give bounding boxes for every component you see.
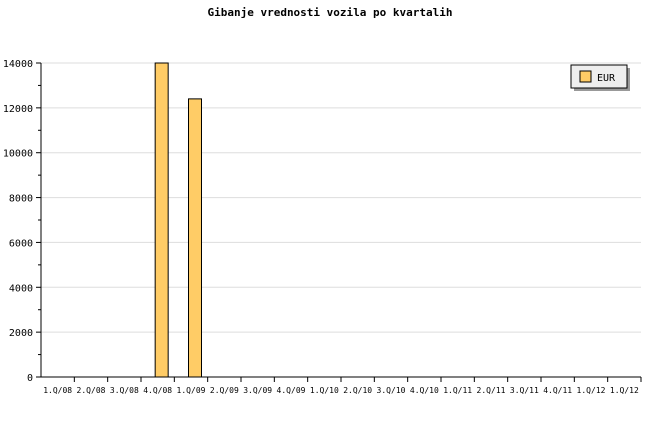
x-tick-label: 3.Q/11: [510, 386, 539, 395]
x-tick-label: 2.Q/09: [210, 386, 239, 395]
x-tick-label: 3.Q/10: [377, 386, 406, 395]
legend-swatch: [579, 70, 592, 83]
x-tick-label: 4.Q/11: [543, 386, 572, 395]
x-tick-label: 2.Q/08: [77, 386, 106, 395]
legend-label: EUR: [597, 73, 616, 84]
x-tick-label: 3.Q/08: [110, 386, 139, 395]
x-tick-label: 1.Q/09: [177, 386, 206, 395]
x-tick-label: 2.Q/10: [343, 386, 372, 395]
y-tick-label: 6000: [9, 238, 33, 249]
y-tick-label: 0: [27, 373, 33, 384]
y-tick-label: 8000: [9, 194, 33, 205]
y-tick-label: 2000: [9, 328, 33, 339]
bar: [188, 98, 202, 378]
x-tick-label: 1.Q/08: [43, 386, 72, 395]
x-tick-label: 1.Q/12: [577, 386, 606, 395]
x-tick-label: 2.Q/11: [477, 386, 506, 395]
y-tick-label: 10000: [3, 149, 33, 160]
bar: [154, 62, 169, 378]
x-tick-label: 4.Q/09: [277, 386, 306, 395]
x-tick-label: 4.Q/10: [410, 386, 439, 395]
x-tick-label: 1.Q/11: [443, 386, 472, 395]
x-tick-label: 4.Q/08: [143, 386, 172, 395]
x-tick-label: 1.Q/12: [610, 386, 639, 395]
y-tick-label: 14000: [3, 59, 33, 70]
x-tick-label: 1.Q/10: [310, 386, 339, 395]
chart-title: Gibanje vrednosti vozila po kvartalih: [207, 6, 452, 19]
x-tick-label: 3.Q/09: [243, 386, 272, 395]
y-tick-label: 12000: [3, 104, 33, 115]
y-tick-label: 4000: [9, 283, 33, 294]
